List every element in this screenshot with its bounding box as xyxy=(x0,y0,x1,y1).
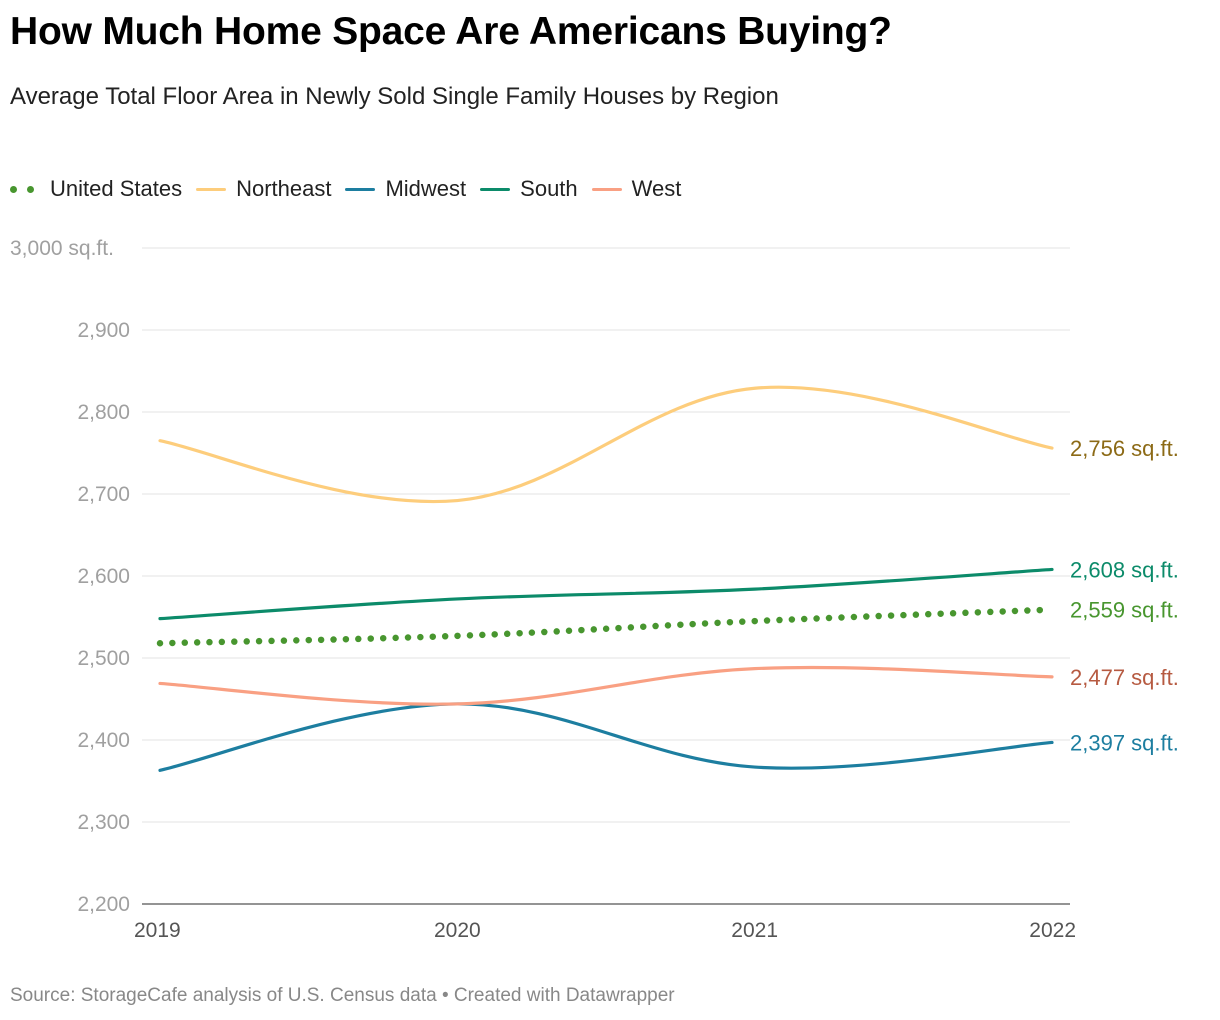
end-label-west: 2,477 sq.ft. xyxy=(1070,665,1179,690)
source-note: Source: StorageCafe analysis of U.S. Cen… xyxy=(10,985,675,1006)
y-tick-label: 2,700 xyxy=(77,483,130,506)
y-tick-label: 2,300 xyxy=(77,811,130,834)
y-tick-label: 2,200 xyxy=(77,893,130,916)
chart-title: How Much Home Space Are Americans Buying… xyxy=(10,10,892,53)
y-axis-ticks: 2,200 2,300 2,400 2,500 2,600 2,700 2,800 2,900… xyxy=(10,237,130,916)
y-tick-label: 2,900 xyxy=(77,319,130,342)
legend-swatch xyxy=(196,187,227,191)
legend-item-united-states: United States xyxy=(10,176,182,202)
legend-label: United States xyxy=(50,176,183,201)
legend-item-northeast: Northeast xyxy=(196,176,331,202)
x-axis-ticks: 2019 2020 2021 2022 xyxy=(134,919,1076,942)
legend-label: Midwest xyxy=(385,176,467,201)
legend-label: South xyxy=(520,176,578,201)
series-line-south xyxy=(158,567,1054,621)
legend-swatch xyxy=(480,187,511,191)
end-label-northeast: 2,756 sq.ft. xyxy=(1070,436,1179,461)
y-tick-label: 2,500 xyxy=(77,647,130,670)
legend-swatch xyxy=(345,187,376,191)
y-tick-label: 3,000 sq.ft. xyxy=(10,237,114,260)
series-line-midwest xyxy=(158,702,1054,772)
y-tick-label: 2,600 xyxy=(77,565,130,588)
x-tick-label: 2019 xyxy=(134,919,181,942)
series-line-northeast xyxy=(158,385,1054,504)
series-line-united-states xyxy=(156,606,1056,647)
legend-swatch xyxy=(10,185,40,193)
x-tick-label: 2020 xyxy=(434,919,481,942)
end-label-midwest: 2,397 sq.ft. xyxy=(1070,730,1179,755)
x-tick-label: 2022 xyxy=(1029,919,1076,942)
legend: United States Northeast Midwest South West xyxy=(10,176,695,202)
chart-subtitle: Average Total Floor Area in Newly Sold S… xyxy=(10,83,779,110)
series-line-west xyxy=(158,665,1054,706)
line-chart: 2,200 2,300 2,400 2,500 2,600 2,700 2,800 2,900… xyxy=(10,237,1179,942)
series-lines xyxy=(156,385,1056,772)
series-end-labels: 2,559 sq.ft. 2,756 sq.ft. 2,397 sq.ft. 2,60… xyxy=(1070,436,1179,755)
y-tick-label: 2,800 xyxy=(77,401,130,424)
end-label-south: 2,608 sq.ft. xyxy=(1070,557,1179,582)
x-tick-label: 2021 xyxy=(731,919,778,942)
legend-swatch xyxy=(591,187,622,191)
legend-item-west: West xyxy=(591,176,682,202)
legend-label: Northeast xyxy=(236,176,332,201)
y-tick-label: 2,400 xyxy=(77,729,130,752)
legend-item-midwest: Midwest xyxy=(345,176,466,202)
end-label-united-states: 2,559 sq.ft. xyxy=(1070,598,1179,623)
legend-item-south: South xyxy=(480,176,578,202)
gridlines xyxy=(142,247,1070,905)
legend-label: West xyxy=(631,176,682,201)
